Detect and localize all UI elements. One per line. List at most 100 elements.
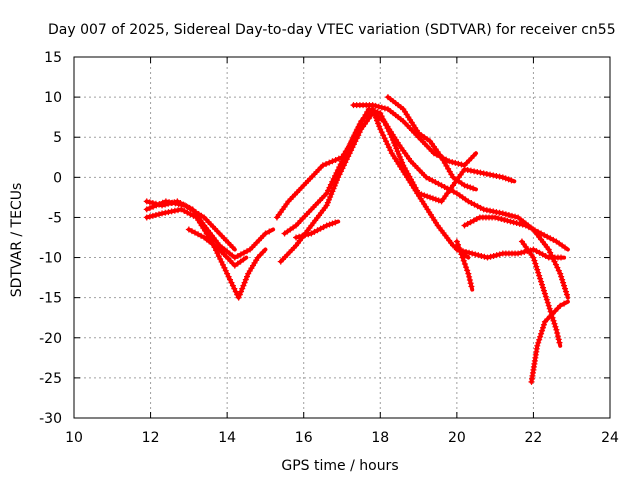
data-point-marker: [340, 162, 347, 169]
data-point-marker: [178, 206, 185, 213]
data-point-marker: [545, 246, 552, 253]
data-point-marker: [326, 184, 333, 191]
data-point-marker: [188, 228, 195, 235]
data-point-marker: [554, 329, 561, 336]
data-point-marker: [383, 138, 390, 145]
data-point-marker: [397, 156, 404, 163]
data-point-marker: [241, 279, 248, 286]
data-point-marker: [352, 138, 359, 145]
data-point-marker: [150, 203, 157, 210]
data-point-marker: [217, 256, 224, 263]
data-point-marker: [323, 222, 330, 229]
data-point-marker: [446, 158, 453, 165]
x-tick-label: 22: [525, 430, 543, 446]
data-point-marker: [378, 104, 385, 111]
data-point-marker: [421, 192, 428, 199]
data-point-marker: [184, 209, 191, 216]
data-point-marker: [143, 198, 150, 205]
data-point-marker: [432, 179, 439, 186]
data-point-marker: [483, 207, 490, 214]
data-point-marker: [461, 222, 468, 229]
data-point-marker: [336, 171, 343, 178]
data-point-marker: [499, 210, 506, 217]
data-point-marker: [463, 248, 470, 255]
data-point-marker: [467, 167, 474, 174]
y-tick-label: 0: [53, 170, 62, 186]
data-point-marker: [521, 248, 528, 255]
data-point-marker: [461, 260, 468, 267]
data-point-marker: [557, 270, 564, 277]
data-point-marker: [299, 232, 306, 239]
data-point-marker: [470, 217, 477, 224]
data-point-marker: [467, 219, 474, 226]
data-point-marker: [531, 227, 538, 234]
data-point-marker: [394, 148, 401, 155]
data-point-marker: [459, 254, 466, 261]
data-point-marker: [162, 209, 169, 216]
data-point-marker: [353, 135, 360, 142]
data-point-marker: [238, 288, 245, 295]
data-point-marker: [432, 196, 439, 203]
data-point-marker: [537, 333, 544, 340]
data-point-marker: [335, 174, 342, 181]
data-point-marker: [463, 264, 470, 271]
data-point-marker: [561, 282, 568, 289]
data-point-marker: [168, 208, 175, 215]
data-point-marker: [560, 279, 567, 286]
data-point-marker: [542, 293, 549, 300]
data-point-marker: [146, 205, 153, 212]
data-point-marker: [172, 200, 179, 207]
data-point-marker: [239, 285, 246, 292]
data-point-marker: [449, 159, 456, 166]
data-point-marker: [229, 244, 236, 251]
data-point-marker: [259, 249, 266, 256]
data-point-marker: [444, 185, 451, 192]
data-point-marker: [490, 252, 497, 259]
data-point-marker: [338, 168, 345, 175]
data-point-marker: [465, 198, 472, 205]
data-point-marker: [464, 220, 471, 227]
data-point-marker: [561, 300, 568, 307]
data-point-marker: [159, 199, 166, 206]
data-point-marker: [528, 225, 535, 232]
data-point-marker: [536, 272, 543, 279]
data-point-marker: [498, 216, 505, 223]
data-point-marker: [343, 156, 350, 163]
data-point-marker: [480, 170, 487, 177]
data-point-marker: [308, 230, 315, 237]
data-point-marker: [487, 171, 494, 178]
data-point-marker: [227, 276, 234, 283]
data-point-marker: [533, 248, 540, 255]
data-point-marker: [558, 273, 565, 280]
data-point-marker: [385, 144, 392, 151]
data-point-marker: [553, 326, 560, 333]
data-point-marker: [455, 160, 462, 167]
data-point-marker: [545, 302, 552, 309]
data-point-marker: [522, 222, 529, 229]
data-point-marker: [214, 250, 221, 257]
data-point-marker: [387, 147, 394, 154]
data-point-marker: [320, 224, 327, 231]
data-point-marker: [504, 217, 511, 224]
data-point-marker: [327, 181, 334, 188]
data-point-marker: [378, 129, 385, 136]
data-point-marker: [536, 249, 543, 256]
data-point-marker: [493, 172, 500, 179]
data-point-marker: [178, 201, 185, 208]
data-point-marker: [471, 168, 478, 175]
data-point-marker: [540, 284, 546, 291]
data-point-marker: [381, 135, 388, 142]
data-point-marker: [302, 232, 309, 239]
data-point-marker: [539, 327, 546, 334]
data-point-marker: [508, 177, 515, 184]
data-point-marker: [535, 339, 542, 346]
y-tick-label: -30: [39, 411, 62, 427]
data-point-marker: [345, 153, 352, 160]
data-point-marker: [319, 162, 326, 169]
data-point-marker: [372, 102, 379, 109]
data-point-marker: [235, 294, 242, 301]
data-point-marker: [346, 150, 353, 157]
data-point-marker: [240, 256, 247, 263]
data-point-marker: [452, 159, 459, 166]
data-point-marker: [532, 260, 539, 267]
